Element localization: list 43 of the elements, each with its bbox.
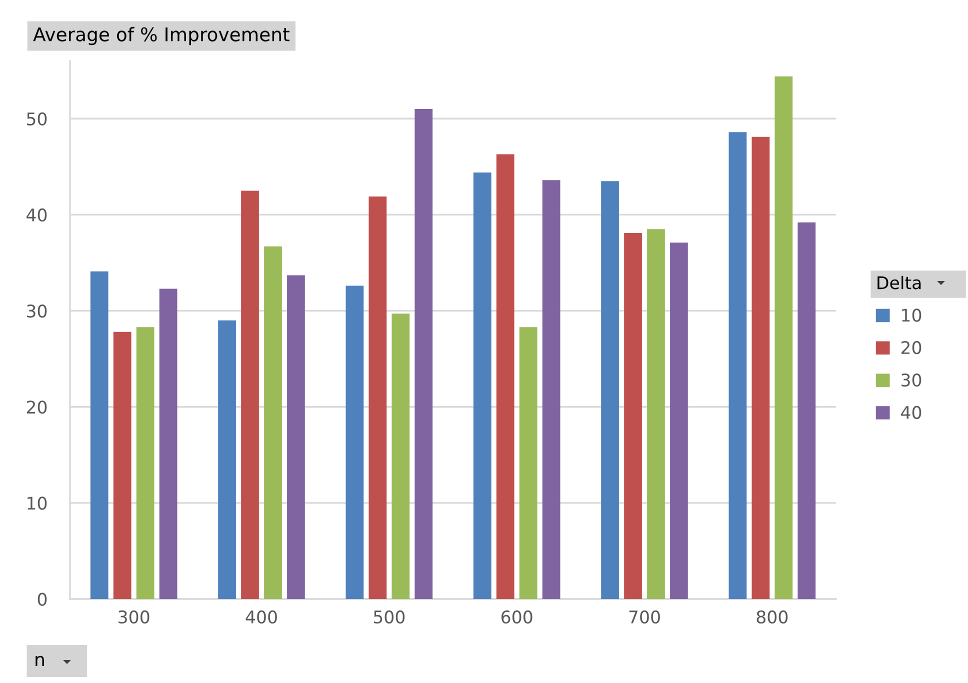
y-tick-label: 20 [26, 400, 47, 414]
legend-label: 40 [901, 406, 922, 420]
bar [159, 288, 178, 599]
bar [90, 271, 108, 599]
y-tick-label: 10 [28, 496, 47, 510]
bar [496, 154, 514, 599]
x-tick-label: 700 [629, 610, 660, 624]
bar [601, 181, 619, 599]
legend-label: 20 [901, 341, 922, 354]
bar [519, 327, 538, 599]
chart-title: Average of % Improvement [33, 26, 290, 46]
bar [241, 190, 259, 599]
x-tick-label: 300 [118, 610, 150, 624]
bar [392, 314, 410, 599]
bar [798, 222, 816, 599]
bar [473, 172, 492, 599]
y-tick-label: 30 [27, 304, 47, 318]
bar [624, 232, 642, 599]
x-tick-label: 500 [374, 610, 405, 624]
bar [542, 180, 560, 599]
x-tick-label: 800 [756, 610, 788, 624]
legend-label: 10 [902, 308, 922, 322]
bar [774, 76, 793, 599]
bar [287, 275, 305, 599]
bar [368, 196, 387, 599]
bar [264, 246, 282, 599]
bar [670, 242, 688, 599]
bar [414, 109, 433, 599]
bar [136, 327, 154, 599]
legend-title: Delta [878, 276, 921, 290]
bar [346, 286, 364, 599]
x-tick-label: 400 [246, 610, 277, 624]
bar [647, 229, 665, 599]
bar [752, 136, 770, 599]
bar [728, 132, 747, 599]
bar [113, 332, 132, 599]
x-tick-label: 600 [501, 610, 532, 624]
x-axis-title: n [36, 656, 44, 666]
y-tick-label: 50 [27, 112, 47, 126]
bar [218, 320, 236, 599]
legend-label: 30 [902, 373, 922, 387]
y-tick-label: 0 [38, 592, 47, 606]
y-tick-label: 40 [26, 208, 47, 222]
